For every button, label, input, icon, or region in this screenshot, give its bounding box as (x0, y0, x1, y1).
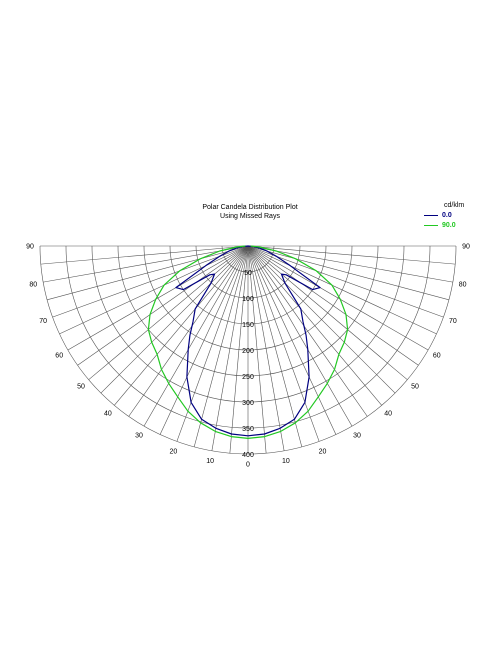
spoke--10 (211, 245, 249, 451)
spoke-15 (247, 245, 303, 447)
spoke-70 (247, 245, 444, 318)
spoke--35 (128, 245, 249, 417)
spoke-30 (247, 245, 353, 427)
spoke--25 (159, 245, 249, 435)
spoke-65 (247, 245, 437, 335)
radial-tick-200: 200 (242, 348, 254, 355)
spoke-75 (247, 245, 449, 301)
spoke-40 (247, 245, 382, 406)
angle-tick-right-30: 30 (353, 432, 361, 439)
legend-unit-label: cd/klm (444, 202, 465, 209)
angle-tick-left-0: 0 (246, 462, 250, 469)
spoke-35 (247, 245, 368, 417)
legend-item-series-0: 0.0 (424, 212, 452, 219)
angle-tick-right-60: 60 (433, 353, 441, 360)
spoke--50 (88, 245, 249, 380)
angle-tick-right-50: 50 (411, 384, 419, 391)
angle-tick-left-90: 90 (26, 244, 34, 251)
radial-tick-250: 250 (242, 374, 254, 381)
series-layer (147, 245, 349, 439)
radial-tick-100: 100 (242, 296, 254, 303)
spoke--15 (193, 245, 249, 447)
angle-tick-left-20: 20 (170, 448, 178, 455)
angle-tick-left-70: 70 (39, 318, 47, 325)
spoke--30 (143, 245, 249, 427)
spoke--55 (77, 245, 249, 366)
angle-tick-left-60: 60 (55, 353, 63, 360)
spoke--20 (176, 245, 249, 442)
legend-swatch-1 (424, 224, 438, 226)
spoke--65 (59, 245, 249, 335)
spoke-45 (247, 245, 396, 394)
radial-tick-50: 50 (244, 270, 252, 277)
series-line-1 (147, 245, 349, 439)
chart-subtitle: Using Missed Rays (220, 213, 280, 220)
radial-tick-150: 150 (242, 322, 254, 329)
spoke--5 (229, 245, 249, 454)
chart-title: Polar Candela Distribution Plot (202, 204, 298, 211)
spoke-55 (247, 245, 419, 366)
spoke-20 (247, 245, 320, 442)
radial-tick-350: 350 (242, 426, 254, 433)
spoke-80 (247, 245, 453, 283)
series-line-0 (175, 245, 321, 437)
angle-tick-right-20: 20 (319, 448, 327, 455)
angle-tick-left-10: 10 (206, 458, 214, 465)
spoke--75 (47, 245, 249, 301)
angle-tick-left-50: 50 (77, 384, 85, 391)
legend-label-0: 0.0 (442, 212, 452, 219)
spoke-10 (247, 245, 285, 451)
polar-grid (39, 245, 457, 455)
angle-tick-left-80: 80 (29, 281, 37, 288)
spoke-50 (247, 245, 408, 380)
angle-tick-right-10: 10 (282, 458, 290, 465)
angle-tick-left-30: 30 (135, 432, 143, 439)
legend-swatch-0 (424, 214, 438, 216)
spoke--80 (43, 245, 249, 283)
radial-tick-400: 400 (242, 452, 254, 459)
spoke--45 (100, 245, 249, 394)
legend-label-1: 90.0 (442, 222, 456, 229)
angle-tick-right-90: 90 (462, 244, 470, 251)
angle-tick-left-40: 40 (104, 410, 112, 417)
spoke-5 (247, 245, 267, 454)
spoke-60 (247, 245, 429, 351)
spoke--60 (67, 245, 249, 351)
angle-tick-right-70: 70 (449, 318, 457, 325)
legend-item-series-1: 90.0 (424, 222, 456, 229)
spoke-85 (247, 245, 456, 265)
spoke--40 (114, 245, 249, 406)
angle-tick-right-80: 80 (459, 281, 467, 288)
spoke-25 (247, 245, 337, 435)
angle-tick-right-40: 40 (384, 410, 392, 417)
spoke--70 (52, 245, 249, 318)
spoke--85 (40, 245, 249, 265)
radial-tick-300: 300 (242, 400, 254, 407)
